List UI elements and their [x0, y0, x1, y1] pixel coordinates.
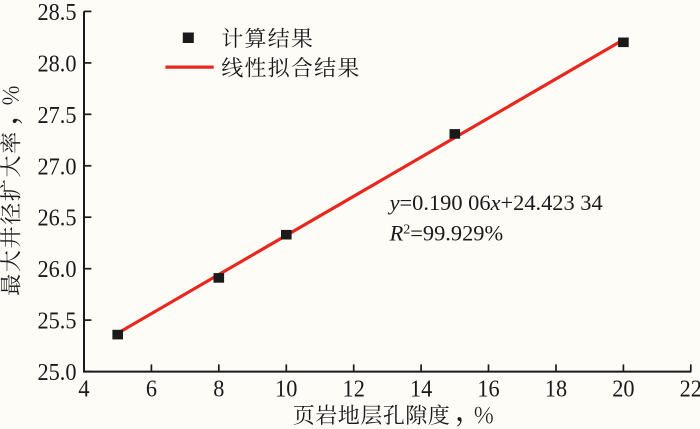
svg-text:20: 20	[612, 376, 634, 403]
svg-text:R2=99.929%: R2=99.929%	[389, 221, 504, 246]
svg-text:26.5: 26.5	[37, 205, 76, 232]
svg-text:y=0.190 06x+24.423 34: y=0.190 06x+24.423 34	[388, 190, 603, 215]
svg-text:27.0: 27.0	[37, 154, 76, 181]
svg-text:16: 16	[477, 376, 499, 403]
svg-text:12: 12	[343, 376, 365, 403]
svg-text:22: 22	[680, 376, 700, 403]
svg-text:14: 14	[410, 376, 433, 403]
svg-text:28.5: 28.5	[37, 0, 76, 26]
svg-text:10: 10	[275, 376, 297, 403]
svg-text:8: 8	[213, 376, 224, 403]
svg-text:6: 6	[146, 376, 157, 403]
svg-text:4: 4	[78, 376, 90, 403]
svg-text:26.0: 26.0	[37, 256, 76, 283]
svg-text:27.5: 27.5	[37, 102, 76, 129]
svg-text:25.0: 25.0	[37, 359, 76, 386]
svg-text:25.5: 25.5	[37, 308, 76, 335]
svg-text:28.0: 28.0	[37, 51, 76, 78]
svg-text:18: 18	[545, 376, 567, 403]
